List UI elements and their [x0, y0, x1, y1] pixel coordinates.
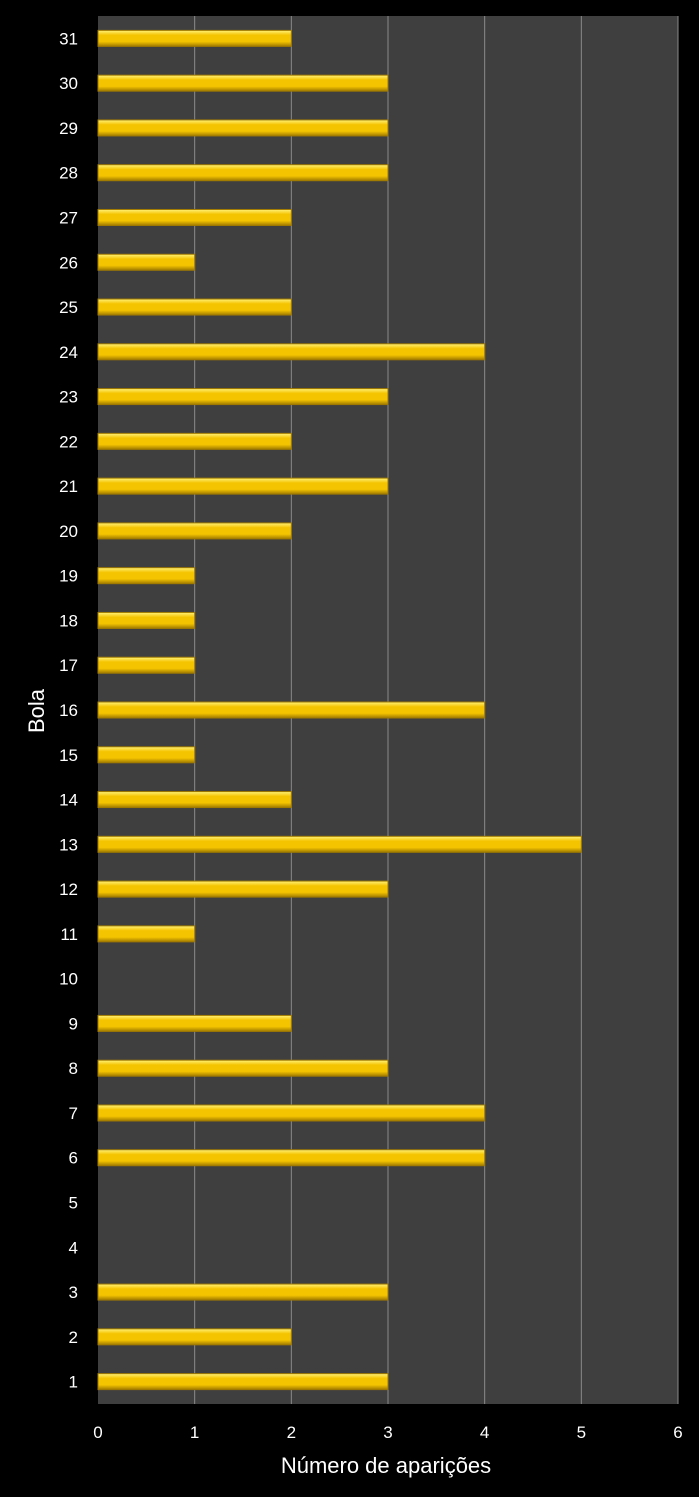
y-tick-label: 23 — [59, 388, 78, 407]
y-tick-label: 25 — [59, 298, 78, 317]
x-tick-label: 2 — [287, 1423, 296, 1442]
y-tick-label: 7 — [69, 1104, 78, 1123]
y-tick-label: 19 — [59, 567, 78, 586]
y-tick-label: 30 — [59, 74, 78, 93]
bar-12 — [97, 880, 389, 898]
y-tick-label: 1 — [69, 1373, 78, 1392]
y-tick-label: 16 — [59, 701, 78, 720]
bar-26 — [97, 253, 196, 271]
y-tick-label: 26 — [59, 253, 78, 272]
y-tick-label: 15 — [59, 746, 78, 765]
y-tick-label: 20 — [59, 522, 78, 541]
y-tick-label: 3 — [69, 1283, 78, 1302]
x-tick-label: 6 — [673, 1423, 682, 1442]
x-axis-title: Número de aparições — [281, 1453, 491, 1478]
bar-24 — [97, 343, 486, 361]
bar-30 — [97, 74, 389, 92]
bar-16 — [97, 701, 486, 719]
y-tick-labels: 1234567891011121314151617181920212223242… — [59, 29, 78, 1391]
bar-8 — [97, 1059, 389, 1077]
bar-22 — [97, 432, 292, 450]
bar-15 — [97, 746, 196, 764]
y-tick-label: 5 — [69, 1194, 78, 1213]
y-tick-label: 27 — [59, 208, 78, 227]
bar-18 — [97, 611, 196, 629]
bar-3 — [97, 1283, 389, 1301]
bar-27 — [97, 208, 292, 226]
bar-7 — [97, 1104, 486, 1122]
y-tick-label: 28 — [59, 164, 78, 183]
x-tick-label: 4 — [480, 1423, 489, 1442]
y-tick-label: 4 — [69, 1238, 78, 1257]
bar-2 — [97, 1328, 292, 1346]
bar-20 — [97, 522, 292, 540]
bar-6 — [97, 1149, 486, 1167]
y-tick-label: 10 — [59, 970, 78, 989]
y-tick-label: 2 — [69, 1328, 78, 1347]
bar-23 — [97, 388, 389, 406]
bar-13 — [97, 835, 582, 853]
y-tick-label: 11 — [60, 925, 78, 944]
y-tick-label: 24 — [59, 343, 78, 362]
bars — [97, 29, 582, 1391]
y-tick-label: 6 — [69, 1149, 78, 1168]
y-tick-label: 31 — [59, 29, 78, 48]
y-tick-label: 8 — [69, 1059, 78, 1078]
bar-28 — [97, 164, 389, 182]
y-tick-label: 17 — [59, 656, 78, 675]
bar-9 — [97, 1014, 292, 1032]
bar-29 — [97, 119, 389, 137]
y-tick-label: 14 — [59, 791, 78, 810]
x-tick-label: 0 — [93, 1423, 102, 1442]
x-tick-labels: 0 1 2 3 4 5 6 — [93, 1423, 682, 1442]
bar-21 — [97, 477, 389, 495]
y-tick-label: 13 — [59, 835, 78, 854]
bar-14 — [97, 791, 292, 809]
y-tick-label: 12 — [59, 880, 78, 899]
y-tick-label: 18 — [59, 611, 78, 630]
bar-19 — [97, 567, 196, 585]
x-tick-label: 1 — [190, 1423, 199, 1442]
bar-1 — [97, 1373, 389, 1391]
bar-31 — [97, 29, 292, 47]
y-axis-title: Bola — [24, 688, 49, 733]
y-tick-label: 22 — [59, 432, 78, 451]
bar-17 — [97, 656, 196, 674]
y-tick-label: 9 — [69, 1014, 78, 1033]
y-tick-label: 21 — [59, 477, 78, 496]
y-tick-label: 29 — [59, 119, 78, 138]
x-tick-label: 5 — [577, 1423, 586, 1442]
x-tick-label: 3 — [383, 1423, 392, 1442]
bar-11 — [97, 925, 196, 943]
bar-25 — [97, 298, 292, 316]
